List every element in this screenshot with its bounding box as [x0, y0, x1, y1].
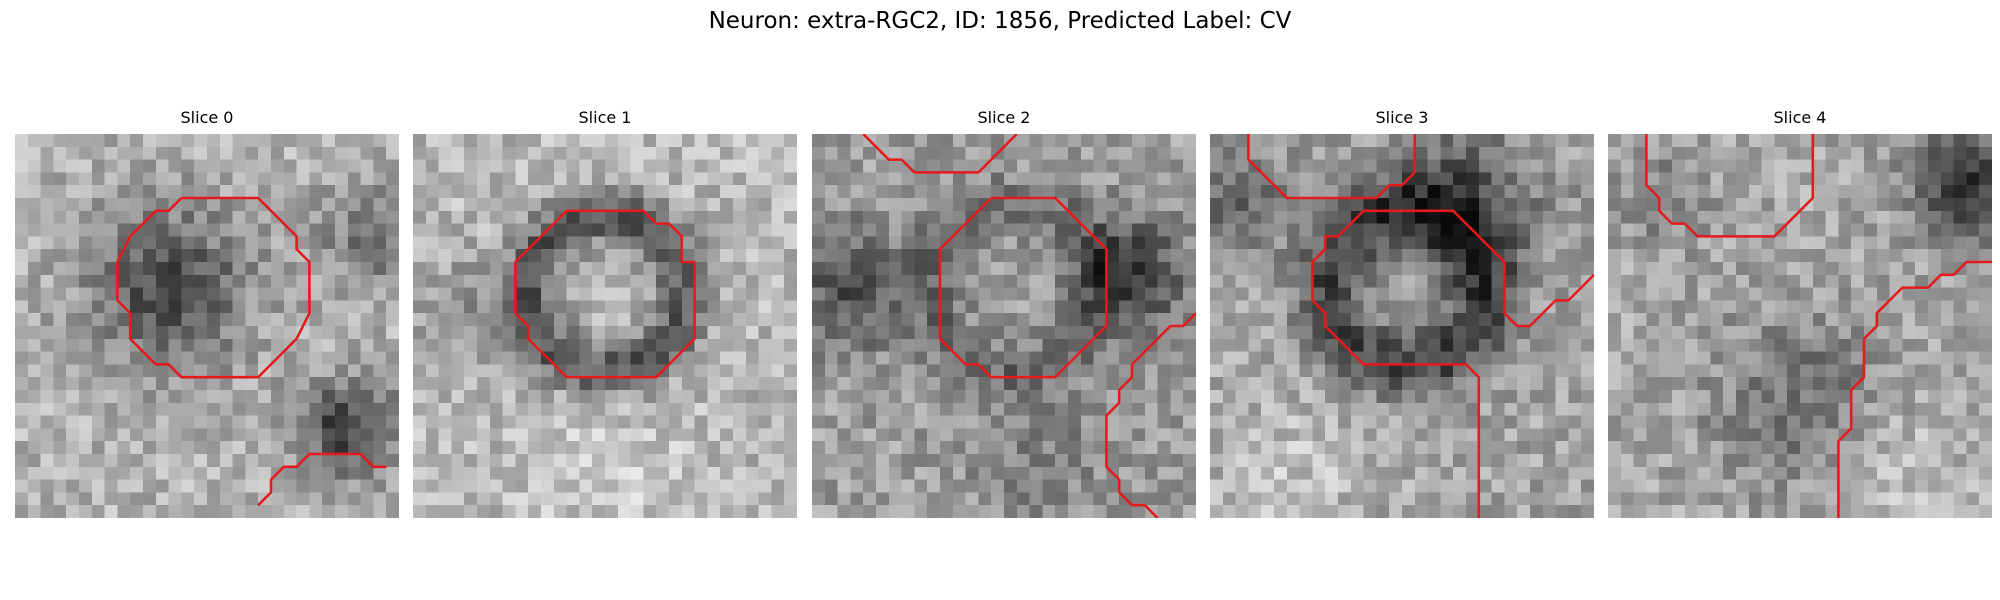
cell-contour	[1363, 209, 1594, 328]
cell-contour	[1837, 260, 1992, 518]
cell-contour	[257, 452, 387, 507]
cell-contour	[862, 134, 1018, 174]
slice-title: Slice 2	[977, 108, 1031, 127]
slice-title: Slice 4	[1773, 108, 1827, 127]
slice-image	[812, 134, 1196, 518]
slice-image	[1210, 134, 1594, 518]
slice-title: Slice 0	[180, 108, 234, 127]
cell-contour	[1247, 134, 1417, 200]
cell-contour	[116, 196, 311, 379]
slice-image	[1608, 134, 1992, 518]
cell-contour	[938, 196, 1108, 379]
slice-image	[15, 134, 399, 518]
slice-title: Slice 1	[578, 108, 632, 127]
cell-contour	[1311, 209, 1481, 518]
slice-title: Slice 3	[1375, 108, 1429, 127]
cell-contour	[1105, 312, 1196, 518]
cell-contour	[1645, 134, 1815, 238]
figure-title: Neuron: extra-RGC2, ID: 1856, Predicted …	[708, 8, 1292, 34]
slice-image	[413, 134, 797, 518]
cell-contour	[514, 209, 696, 379]
